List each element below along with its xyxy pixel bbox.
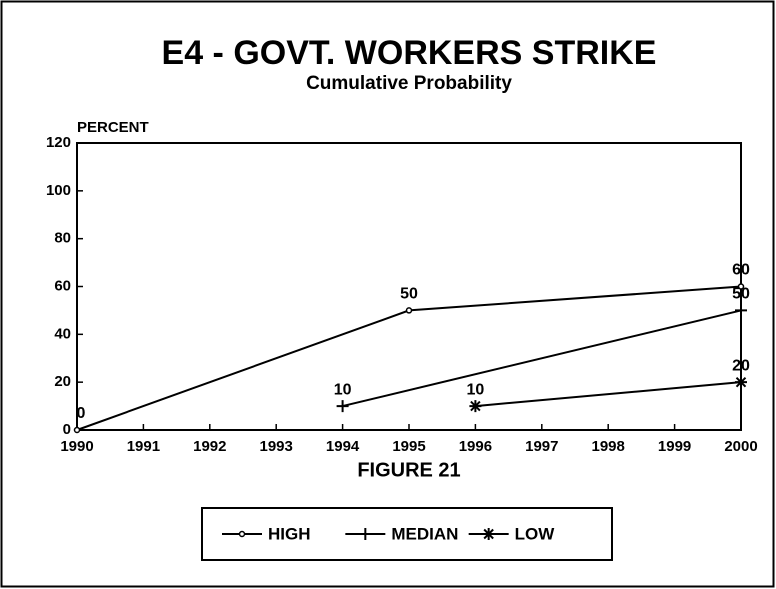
marker-part <box>482 528 495 540</box>
marker-part <box>469 400 482 413</box>
legend-box <box>201 507 613 561</box>
series-line <box>342 309 742 408</box>
y-tick-label: 0 <box>63 421 71 438</box>
x-tick-label: 1992 <box>193 438 226 455</box>
data-label: 20 <box>732 357 750 374</box>
marker <box>405 307 413 314</box>
legend-label: HIGH <box>268 524 311 543</box>
data-label: 0 <box>77 405 86 422</box>
x-tick-label: 1994 <box>326 438 360 455</box>
marker <box>482 528 495 540</box>
data-label: 60 <box>732 262 750 279</box>
marker <box>359 528 372 540</box>
y-tick-label: 20 <box>54 373 71 390</box>
marker-part <box>238 530 246 538</box>
x-tick-label: 2000 <box>724 438 757 455</box>
marker <box>735 376 747 389</box>
x-tick-label: 1996 <box>459 438 492 455</box>
marker-part <box>405 307 413 314</box>
marker-part <box>737 283 745 290</box>
marker <box>238 530 246 538</box>
x-tick-label: 1995 <box>392 438 425 455</box>
y-tick-label: 120 <box>46 134 71 151</box>
marker <box>735 304 747 317</box>
marker-part <box>336 400 349 413</box>
marker <box>73 426 81 434</box>
marker-part <box>735 304 747 317</box>
series-line <box>475 381 742 408</box>
marker-part <box>735 376 747 389</box>
legend-label: MEDIAN <box>391 524 458 543</box>
x-tick-label: 1998 <box>592 438 625 455</box>
marker-part <box>359 528 372 540</box>
y-tick-label: 60 <box>54 277 71 294</box>
y-tick-label: 100 <box>46 182 71 199</box>
x-tick-label: 1990 <box>60 438 93 455</box>
x-tick-label: 1991 <box>127 438 160 455</box>
legend-label: LOW <box>515 524 556 543</box>
data-label: 50 <box>732 286 750 303</box>
x-axis-label: FIGURE 21 <box>357 459 460 481</box>
chart-subtitle: Cumulative Probability <box>306 73 512 94</box>
y-tick-label: 80 <box>54 230 71 247</box>
x-tick-label: 1999 <box>658 438 691 455</box>
data-label: 50 <box>400 286 418 303</box>
y-axis-label: PERCENT <box>77 119 149 136</box>
data-label: 10 <box>334 381 352 398</box>
marker <box>336 400 349 413</box>
chart-title: E4 - GOVT. WORKERS STRIKE <box>162 34 657 72</box>
marker <box>737 283 745 290</box>
x-tick-label: 1993 <box>260 438 293 455</box>
y-tick-label: 40 <box>54 325 71 342</box>
data-label: 10 <box>467 381 485 398</box>
marker <box>469 400 482 413</box>
marker-part <box>73 426 81 434</box>
x-tick-label: 1997 <box>525 438 558 455</box>
